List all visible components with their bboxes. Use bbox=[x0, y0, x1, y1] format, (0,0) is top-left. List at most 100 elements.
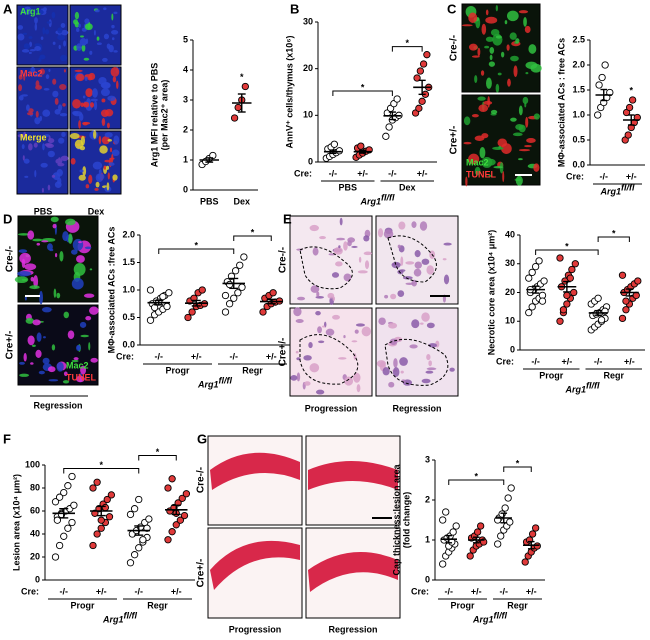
cell bbox=[59, 54, 68, 62]
data-point bbox=[89, 484, 97, 492]
data-point bbox=[501, 504, 509, 512]
column-label: Regression bbox=[33, 400, 82, 410]
cell bbox=[32, 319, 41, 326]
significance-label: * bbox=[240, 72, 244, 82]
cell bbox=[76, 27, 80, 33]
y-axis-label: MΦ-associated ACs :free ACs bbox=[106, 227, 116, 354]
y-tick-label: 0 bbox=[308, 156, 313, 166]
y-tick-label: 10 bbox=[303, 110, 313, 120]
cell bbox=[57, 34, 66, 41]
data-point bbox=[556, 317, 564, 325]
row-label: Cre-/- bbox=[196, 467, 207, 493]
cell bbox=[42, 143, 45, 151]
cell bbox=[27, 112, 34, 116]
cell bbox=[46, 21, 51, 24]
cell bbox=[317, 326, 322, 334]
cell bbox=[28, 143, 33, 151]
cell bbox=[74, 69, 83, 72]
group-label: Progr bbox=[70, 600, 95, 610]
genotype-superscript: fl/fl bbox=[124, 610, 138, 620]
cell bbox=[411, 319, 420, 329]
cell bbox=[105, 165, 110, 170]
cell bbox=[101, 98, 106, 103]
data-point bbox=[559, 306, 568, 314]
x-tick-label: -/- bbox=[135, 586, 144, 596]
cell bbox=[524, 102, 527, 108]
y-tick-label: 40 bbox=[505, 229, 515, 239]
data-point bbox=[126, 510, 135, 519]
data-point bbox=[107, 491, 116, 499]
cell bbox=[40, 162, 48, 168]
cell bbox=[116, 80, 119, 89]
significance-label: * bbox=[405, 38, 409, 48]
cell bbox=[295, 319, 304, 324]
stain bbox=[210, 540, 300, 590]
cell bbox=[94, 187, 99, 191]
cell bbox=[30, 362, 34, 365]
cell bbox=[71, 249, 78, 255]
cell bbox=[518, 10, 529, 14]
data-point bbox=[130, 505, 139, 513]
group-label: Regr bbox=[242, 365, 263, 375]
y-tick-label: 0 bbox=[510, 344, 515, 354]
cell bbox=[21, 94, 28, 97]
stain-label: TUNEL bbox=[66, 372, 96, 382]
cell bbox=[43, 88, 50, 91]
cell bbox=[513, 65, 518, 78]
cell bbox=[492, 146, 504, 150]
data-point bbox=[625, 103, 634, 112]
y-tick-label: 20 bbox=[303, 63, 313, 73]
cell bbox=[526, 138, 536, 143]
cell bbox=[351, 245, 358, 248]
cell bbox=[518, 148, 531, 152]
cell bbox=[19, 252, 31, 264]
data-point bbox=[473, 528, 482, 536]
cell bbox=[297, 296, 306, 301]
cell bbox=[363, 235, 370, 242]
cell bbox=[363, 251, 373, 256]
x-tick-label: -/- bbox=[155, 351, 164, 361]
cell bbox=[312, 247, 319, 256]
cell bbox=[400, 256, 404, 267]
cell bbox=[80, 102, 84, 107]
cell bbox=[515, 38, 520, 44]
cell bbox=[61, 131, 66, 138]
data-point bbox=[60, 488, 68, 497]
data-point bbox=[556, 254, 564, 262]
data-point bbox=[53, 516, 62, 524]
cell bbox=[18, 74, 23, 80]
cell bbox=[98, 169, 102, 175]
cell bbox=[103, 33, 110, 40]
cell bbox=[52, 41, 56, 45]
column-label: PBS bbox=[34, 206, 53, 216]
cell bbox=[27, 230, 35, 240]
cell bbox=[383, 229, 394, 239]
cell bbox=[426, 354, 431, 361]
cell bbox=[392, 367, 400, 377]
cell bbox=[442, 258, 447, 261]
cell bbox=[22, 32, 28, 35]
cell bbox=[25, 317, 35, 324]
cell bbox=[17, 25, 24, 30]
cell bbox=[39, 54, 46, 60]
y-tick-label: 0.5 bbox=[122, 312, 135, 322]
cell bbox=[421, 378, 431, 384]
y-tick-label: 0.5 bbox=[572, 134, 585, 144]
cell bbox=[426, 265, 434, 275]
cell bbox=[525, 61, 538, 69]
data-point bbox=[198, 286, 206, 294]
genotype: Arg1 bbox=[197, 379, 219, 389]
data-point bbox=[259, 308, 267, 316]
cell bbox=[78, 23, 81, 28]
cell bbox=[76, 43, 82, 51]
cell bbox=[104, 159, 111, 163]
group-label: Regr bbox=[603, 370, 624, 380]
cell bbox=[62, 231, 69, 242]
y-axis-label: Cap thickness:lesion area bbox=[391, 463, 401, 575]
y-axis-label: Lesion area (x10⁴ μm²) bbox=[11, 474, 21, 571]
y-tick-label: 3 bbox=[183, 94, 188, 104]
cell bbox=[318, 340, 325, 344]
significance-label: * bbox=[516, 458, 520, 468]
cell bbox=[36, 332, 42, 342]
cre-label: Cre: bbox=[496, 356, 514, 366]
